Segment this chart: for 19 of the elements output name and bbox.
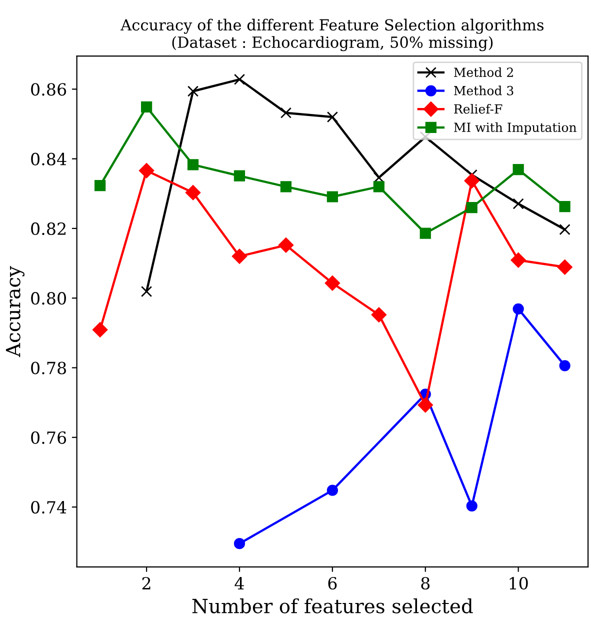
chart-title: Accuracy of the different Feature Selection algorithms (Dataset : Echocardiogram, 50% missing) — [120, 18, 544, 52]
legend-label: MI with Imputation — [454, 122, 576, 134]
x-tick-label: 10 — [510, 576, 528, 590]
legend-label: Method 2 — [454, 67, 513, 77]
x-tick-label: 2 — [142, 576, 150, 590]
legend-label: Method 3 — [454, 86, 514, 96]
x-tick-label: 6 — [328, 576, 337, 590]
y-tick-label: 0.86 — [31, 83, 66, 96]
y-tick-label: 0.84 — [31, 152, 66, 166]
x-axis-title: Number of features selected — [192, 598, 473, 614]
y-tick-label: 0.76 — [31, 431, 66, 444]
x-tick-label: 4 — [234, 576, 244, 590]
y-axis-title: Accuracy — [6, 266, 24, 358]
y-tick-label: 0.80 — [31, 292, 66, 305]
y-tick-label: 0.82 — [31, 222, 66, 236]
x-tick-label: 8 — [421, 576, 430, 590]
y-tick-label: 0.74 — [31, 500, 66, 514]
legend-label: Relief-F — [454, 104, 502, 114]
y-tick-label: 0.78 — [31, 362, 66, 374]
